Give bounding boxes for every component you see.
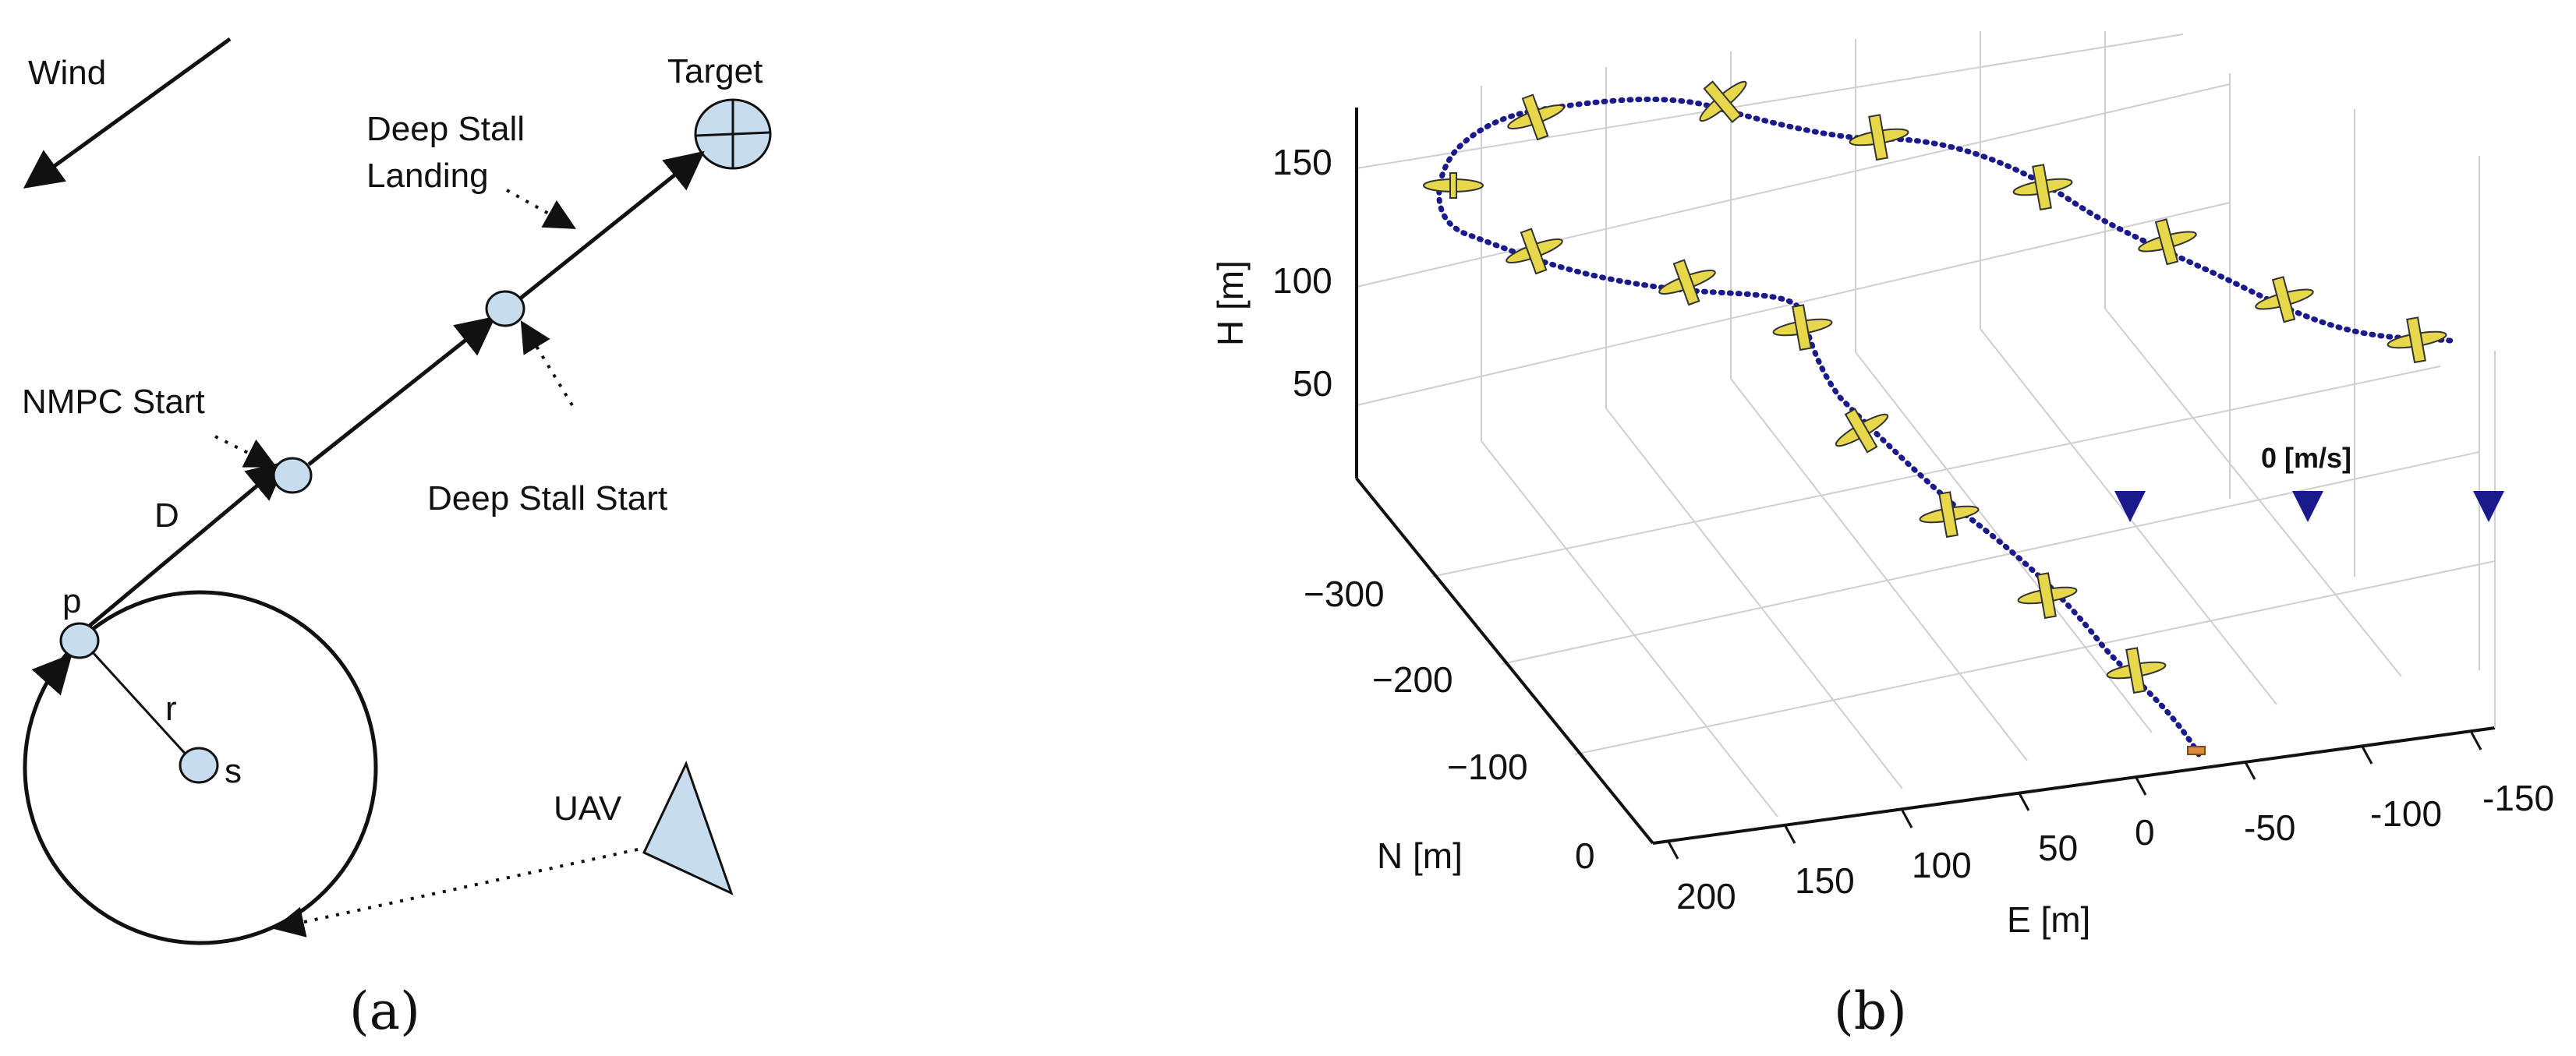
x-tick-minus-100: -100 [2370, 793, 2442, 834]
x-tick-100: 100 [1912, 845, 1972, 885]
y-axis [1355, 477, 1654, 845]
x-ticks-marks [1667, 732, 2482, 860]
p-node [59, 622, 100, 659]
zlabel: H [m] [1210, 260, 1251, 346]
wind-arrow [23, 37, 232, 189]
nmpc-start-label: NMPC Start [22, 383, 205, 421]
path-segment-nmpc-to-stall [307, 316, 496, 466]
trajectory-line [1436, 96, 2459, 758]
panel-b-caption: (b) [1834, 981, 1907, 1041]
nmpc-start-pointer [214, 435, 278, 468]
target-label: Target [667, 52, 763, 90]
loiter-circle [23, 590, 378, 945]
aircraft-icon [2387, 316, 2447, 364]
wind-label: Wind [28, 54, 106, 92]
deep-stall-start-label: Deep Stall Start [427, 479, 667, 517]
x-tick-minus-150: -150 [2482, 778, 2554, 818]
ylabel: N [m] [1377, 835, 1463, 876]
aircraft-icons [1423, 80, 2447, 694]
x-axis [1652, 726, 2496, 845]
nmpc-start-node [272, 457, 313, 494]
y-tick-0: 0 [1575, 835, 1595, 876]
landing-target-marker [2187, 746, 2206, 755]
x-tick-minus-50: -50 [2244, 807, 2295, 848]
z-tick-50: 50 [1293, 363, 1332, 404]
wind-value-label: 0 [m/s] [2261, 442, 2351, 474]
deep-stall-landing-label: Deep Stall Landing [366, 110, 534, 195]
aircraft-icon [1658, 259, 1716, 306]
circle-arrow-left [31, 653, 73, 696]
x-tick-50: 50 [2038, 828, 2078, 868]
panel-a-caption: (a) [349, 981, 420, 1041]
path-segment-stall-to-target [518, 150, 705, 301]
wind-arrows [2114, 491, 2504, 522]
x-tick-0: 0 [2135, 812, 2155, 853]
r-label: r [165, 690, 177, 728]
p-label: p [62, 582, 81, 620]
deep-stall-landing-pointer [506, 189, 576, 229]
aircraft-icon [1835, 408, 1889, 454]
aircraft-icon [1507, 94, 1565, 141]
uav-pointer [273, 848, 639, 938]
aircraft-icon [1423, 172, 1484, 199]
aircraft-icon [2138, 218, 2197, 266]
uav-label: UAV [554, 789, 622, 828]
aircraft-icon [2106, 647, 2167, 694]
s-node [179, 747, 219, 784]
d-label: D [154, 496, 179, 535]
panel-a: Wind Target Deep Stall Landing Deep Stal… [22, 37, 772, 1041]
aircraft-icon [1772, 304, 1833, 351]
deep-stall-start-pointer [520, 320, 574, 407]
aircraft-icon [2012, 164, 2073, 211]
y-tick-300: −300 [1304, 574, 1385, 614]
z-tick-100: 100 [1272, 260, 1332, 301]
path-segment-p-to-nmpc [80, 461, 287, 634]
deep-stall-start-node [485, 290, 525, 327]
x-tick-200: 200 [1676, 876, 1736, 916]
xlabel: E [m] [2007, 899, 2090, 940]
aircraft-icon [1699, 80, 1747, 124]
y-tick-100: −100 [1447, 747, 1528, 787]
aircraft-icon [2255, 276, 2314, 323]
s-label: s [225, 752, 242, 790]
aircraft-icon [1919, 491, 1980, 539]
x-tick-150: 150 [1795, 860, 1855, 901]
y-tick-200: −200 [1372, 659, 1453, 700]
aircraft-icon [2017, 572, 2078, 620]
panel-b: 150 100 50 H [m] −300 −200 −100 0 N [m] … [1210, 31, 2554, 1041]
z-tick-150: 150 [1272, 142, 1332, 182]
uav-icon [642, 761, 734, 895]
target-icon [694, 98, 772, 170]
aircraft-icon [1506, 228, 1563, 275]
radius-line [90, 650, 190, 759]
aircraft-icon [1849, 114, 1909, 161]
